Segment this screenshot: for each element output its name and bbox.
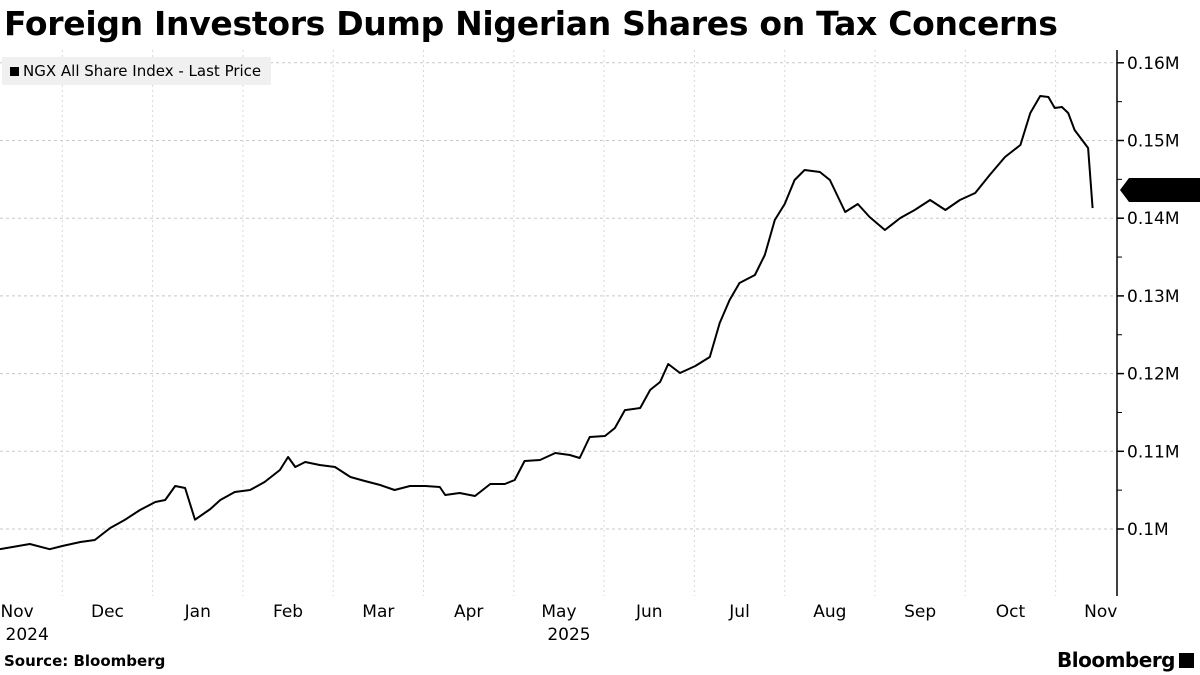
y-tick-label: 0.16M <box>1127 54 1180 74</box>
x-tick-label: Jul <box>728 602 750 622</box>
x-tick-label: Mar <box>362 602 394 622</box>
y-tick-label: 0.14M <box>1127 209 1180 229</box>
chart-title: Foreign Investors Dump Nigerian Shares o… <box>4 4 1058 43</box>
x-year-label: 2025 <box>547 625 590 645</box>
legend-swatch <box>10 66 19 76</box>
y-tick-label: 0.13M <box>1127 287 1180 307</box>
y-tick-label: 0.15M <box>1127 132 1180 152</box>
x-tick-label: Feb <box>273 602 303 622</box>
y-tick-label: 0.1M <box>1127 520 1169 540</box>
series-line-ngx-all-share <box>0 95 1094 551</box>
x-tick-label: Jun <box>635 602 663 622</box>
x-tick-label: Nov <box>1084 602 1117 622</box>
x-tick-label: Sep <box>904 602 936 622</box>
x-tick-label: Apr <box>454 602 483 622</box>
x-tick-label: Dec <box>91 602 124 622</box>
source-note: Source: Bloomberg <box>4 652 166 670</box>
x-year-label: 2024 <box>6 625 49 645</box>
x-tick-label: Nov <box>1 602 34 622</box>
x-tick-label: Jan <box>184 602 211 622</box>
x-tick-label: May <box>541 602 576 622</box>
x-tick-label: Oct <box>996 602 1026 622</box>
brand-text: Bloomberg <box>1057 648 1175 672</box>
legend-label: NGX All Share Index - Last Price <box>23 62 262 80</box>
legend: NGX All Share Index - Last Price <box>2 57 272 85</box>
brand-mark-icon <box>1179 652 1194 668</box>
bloomberg-logo: Bloomberg <box>1057 648 1194 672</box>
y-tick-label: 0.12M <box>1127 365 1180 385</box>
y-tick-label: 0.11M <box>1127 442 1180 462</box>
last-value-badge <box>1120 178 1200 202</box>
x-tick-label: Aug <box>813 602 846 622</box>
last-value-label: 0.141M <box>1127 181 1190 201</box>
